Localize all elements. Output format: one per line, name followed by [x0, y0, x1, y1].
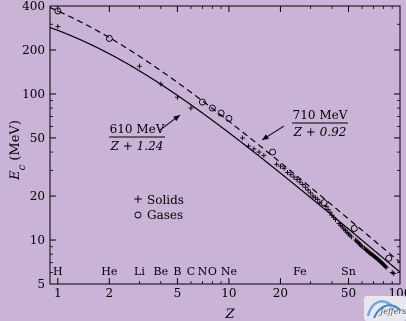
point-solid: [348, 234, 354, 240]
point-gas: [320, 199, 328, 207]
y-tick-label-3: 50: [30, 131, 45, 145]
annot-numerator-1: 710 MeV: [293, 108, 348, 122]
point-solid: [251, 146, 257, 152]
point-gas: [208, 104, 216, 112]
point-solid: [277, 163, 283, 169]
element-label-Li: Li: [134, 265, 145, 278]
point-solid: [256, 149, 262, 155]
point-solid: [364, 247, 370, 253]
point-solid: [291, 174, 297, 180]
element-label-Ne: Ne: [221, 265, 237, 278]
annot-denominator-0: Z + 1.24: [110, 139, 164, 153]
element-label-Fe: Fe: [293, 265, 307, 278]
data-points: [54, 7, 397, 276]
point-solid: [294, 176, 300, 182]
element-label-Be: Be: [154, 265, 169, 278]
y-tick-label-4: 100: [22, 87, 45, 101]
point-solid: [327, 209, 333, 215]
point-solid: [55, 23, 61, 29]
fit-curves: [50, 7, 400, 273]
x-tick-label-1: 2: [106, 286, 114, 300]
legend-label-solids: Solids: [147, 193, 184, 207]
element-label-He: He: [101, 265, 117, 278]
x-tick-label-3: 10: [221, 286, 236, 300]
x-tick-label-0: 1: [54, 286, 62, 300]
point-gas: [385, 254, 393, 262]
y-tick-label-5: 200: [22, 43, 45, 57]
element-label-C: C: [187, 265, 195, 278]
point-solid: [305, 187, 311, 193]
point-solid: [391, 271, 397, 276]
y-axis-label-sub: c: [17, 164, 28, 170]
point-solid: [325, 206, 331, 212]
point-solid: [333, 217, 339, 223]
x-axis-label: Z: [224, 307, 235, 321]
point-solid: [281, 165, 287, 171]
y-tick-label-1: 10: [30, 233, 45, 247]
point-solid: [239, 135, 245, 141]
corner-logo: Jeffers: [364, 296, 406, 321]
y-axis-label-main: E: [8, 170, 23, 181]
point-solid: [284, 169, 290, 175]
point-gas: [269, 148, 277, 156]
annot-denominator-1: Z + 0.92: [293, 125, 347, 139]
curve-gases-fit: [50, 7, 400, 263]
element-labels: H He Li Be B C N O Ne Fe Sn: [53, 265, 356, 278]
point-solid: [302, 184, 308, 190]
x-tick-label-5: 50: [341, 286, 356, 300]
y-tick-label-2: 20: [30, 189, 45, 203]
point-solid: [382, 263, 388, 269]
point-gas: [217, 109, 225, 117]
y-axis-label: Ec (MeV): [8, 120, 28, 181]
point-solid: [383, 264, 389, 270]
svg-text:Jeffers: Jeffers: [378, 307, 406, 316]
element-label-O: O: [208, 265, 217, 278]
point-solid: [174, 94, 180, 100]
element-label-Sn: Sn: [341, 265, 356, 278]
point-solid: [297, 179, 303, 185]
element-label-H: H: [53, 265, 63, 278]
legend-label-gases: Gases: [147, 208, 183, 222]
point-solid: [136, 63, 142, 69]
x-tick-label-4: 20: [273, 286, 288, 300]
y-axis-label-unit: (MeV): [8, 120, 23, 165]
legend-marker-gases: [134, 211, 142, 219]
point-solid: [308, 190, 314, 196]
annot-arrowhead-1: [262, 134, 269, 140]
element-label-N: N: [198, 265, 208, 278]
point-gas: [105, 34, 113, 42]
point-gas: [198, 98, 206, 106]
point-solid: [261, 152, 267, 158]
annot-numerator-0: 610 MeV: [110, 122, 165, 136]
point-gas: [225, 114, 233, 122]
point-solid: [245, 143, 251, 149]
y-tick-label-6: 400: [22, 0, 45, 13]
point-solid: [188, 105, 194, 111]
curve-solids-fit: [50, 26, 400, 273]
point-solid: [288, 172, 294, 178]
point-solid: [315, 196, 321, 202]
x-tick-label-2: 5: [174, 286, 182, 300]
point-gas: [350, 225, 358, 232]
element-label-B: B: [173, 265, 181, 278]
point-solid: [158, 81, 164, 87]
curve-annotations: 610 MeV Z + 1.24 710 MeV Z + 0.92: [109, 108, 348, 153]
point-solid: [274, 161, 280, 167]
legend: + Solids Gases: [133, 192, 184, 222]
plot-area: [49, 5, 401, 285]
legend-marker-solids: +: [133, 192, 143, 206]
annot-arrowhead-0: [173, 115, 180, 122]
y-tick-label-0: 5: [37, 277, 45, 291]
point-solid: [300, 181, 306, 187]
